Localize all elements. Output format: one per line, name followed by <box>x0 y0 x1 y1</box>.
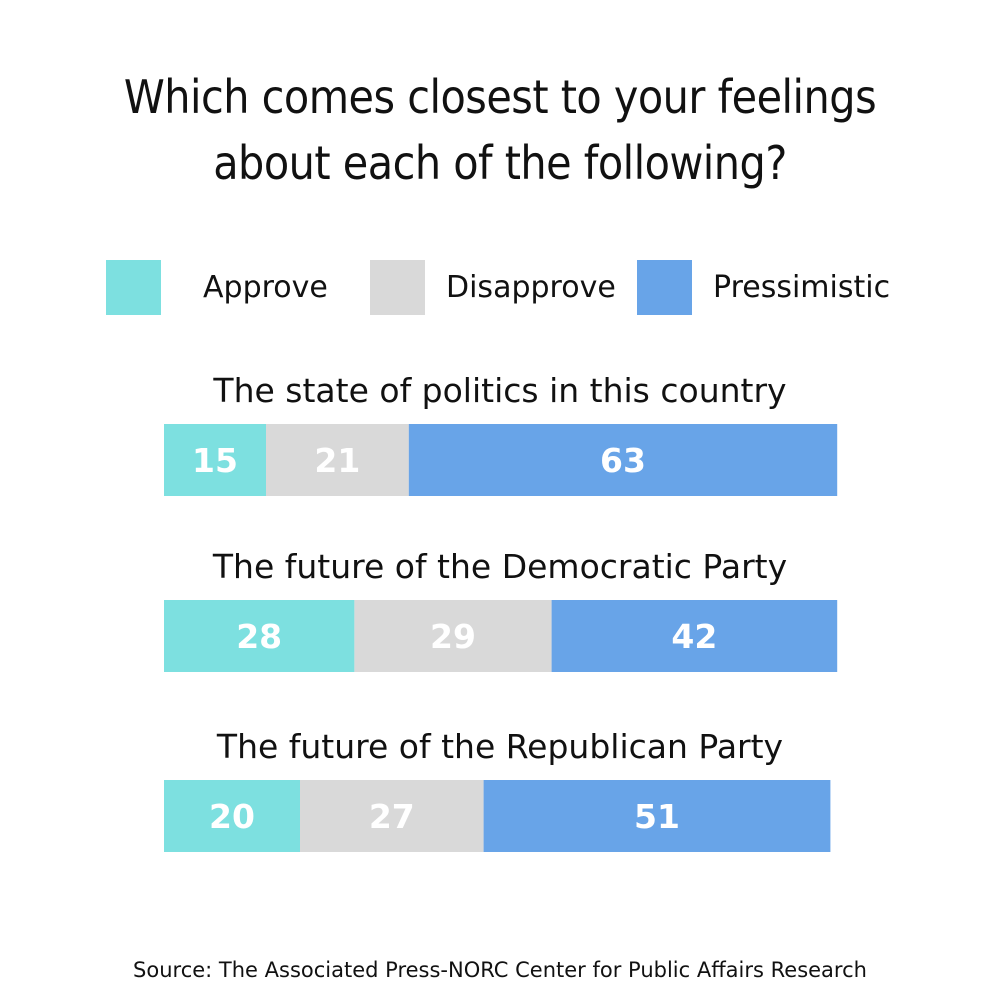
category-label-3: The future of the Republican Party <box>216 727 783 766</box>
bar-pressimistic-3 <box>483 780 831 852</box>
data-label-disapprove-1: 21 <box>314 441 360 480</box>
bar-approve-3 <box>164 780 300 852</box>
data-label-approve-2: 28 <box>236 617 282 656</box>
bar-disapprove-2 <box>354 600 552 672</box>
bar-disapprove-3 <box>300 780 484 852</box>
category-label-2: The future of the Democratic Party <box>212 547 787 586</box>
data-label-disapprove-2: 29 <box>430 617 476 656</box>
bar-pressimistic-2 <box>551 600 838 672</box>
data-label-disapprove-3: 27 <box>369 797 415 836</box>
bar-approve-1 <box>164 424 266 496</box>
source-note: Source: The Associated Press-NORC Center… <box>133 958 867 982</box>
chart-title: Which comes closest to your feelings abo… <box>123 70 877 190</box>
category-label-1: The state of politics in this country <box>212 371 786 410</box>
bar-approve-2 <box>164 600 355 672</box>
data-label-pressimistic-3: 51 <box>634 797 680 836</box>
bar-disapprove-1 <box>266 424 409 496</box>
data-label-pressimistic-1: 63 <box>600 441 646 480</box>
bar-pressimistic-1 <box>408 424 838 496</box>
data-label-approve-1: 15 <box>192 441 238 480</box>
data-label-approve-3: 20 <box>209 797 255 836</box>
data-label-pressimistic-2: 42 <box>671 617 717 656</box>
